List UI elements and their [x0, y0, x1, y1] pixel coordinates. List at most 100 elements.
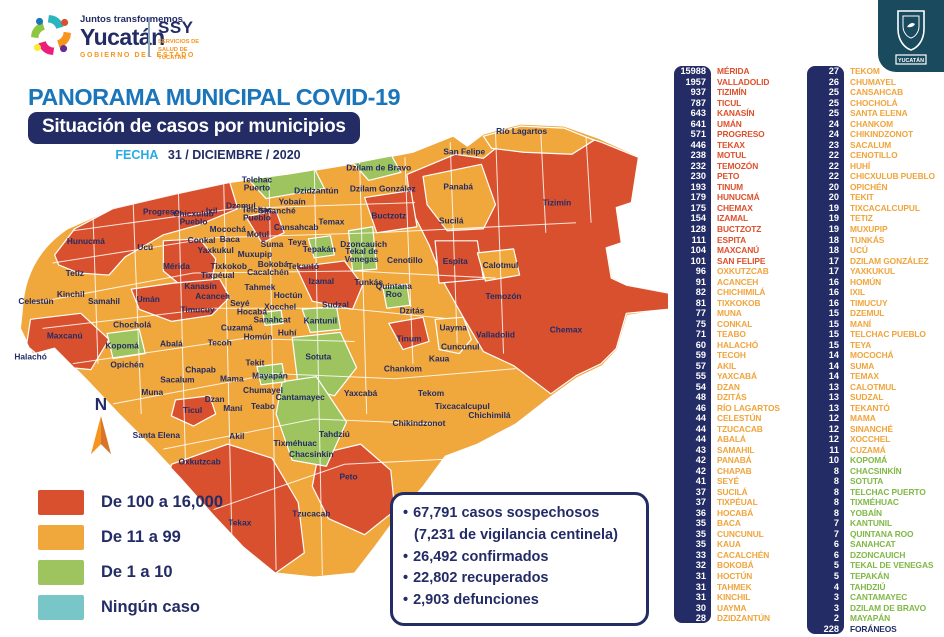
map-municipality-label: Tixpéual: [201, 270, 235, 280]
ranking-row: 16 IXIL: [807, 286, 935, 298]
ranking-row: 7 QUINTANA ROO: [807, 528, 935, 540]
map-municipality-label: Telchac Puerto: [242, 174, 273, 192]
legend-label: De 11 a 99: [101, 527, 181, 546]
case-count: 128: [674, 223, 711, 235]
case-count: 24: [807, 129, 844, 140]
logo-divider: [148, 17, 150, 57]
case-count: 2: [807, 612, 844, 624]
map-municipality-label: Ucú: [137, 242, 153, 252]
ranking-row: 16 TIMUCUY: [807, 297, 935, 308]
municipality-name: TIXPÉUAL: [717, 497, 758, 508]
ranking-row: 33 CACALCHÉN: [674, 549, 780, 561]
municipality-name: TEMOZÓN: [717, 160, 759, 171]
ranking-row: 446 TEKAX: [674, 139, 780, 151]
map-municipality-label: Tixcacalcupul: [435, 401, 490, 411]
municipality-name: HUHÍ: [850, 160, 871, 171]
ranking-row: 44 TZUCACAB: [674, 423, 780, 435]
map-municipality-label: Dzilam González: [350, 184, 416, 194]
map-municipality-label: Timucuy: [180, 304, 215, 314]
case-count: 22: [807, 150, 844, 161]
municipality-region: [476, 248, 521, 282]
case-count: 101: [674, 255, 711, 266]
map-municipality-label: Maxcanú: [47, 330, 83, 340]
ranking-row: 15988 MÉRIDA: [674, 66, 780, 77]
municipality-region: [311, 443, 396, 536]
legend-swatch: [38, 524, 84, 550]
stats-line: • 2,903 defunciones: [403, 592, 539, 608]
ranking-row: 11 CUZAMÁ: [807, 444, 935, 456]
map-municipality-label: Sacalum: [160, 375, 194, 385]
case-count: 7: [807, 518, 844, 529]
case-count: 17: [807, 255, 844, 266]
summary-stats-box: • 67,791 casos sospechosos (7,231 de vigil…: [390, 492, 649, 626]
legend-label: De 1 a 10: [101, 562, 173, 581]
ranking-row: 18 UCÚ: [807, 244, 935, 256]
municipality-region: [422, 163, 497, 232]
ranking-row: 1957 VALLADOLID: [674, 76, 780, 88]
ranking-row: 571 PROGRESO: [674, 129, 780, 140]
stats-line: • 26,492 confirmados: [403, 548, 549, 565]
municipality-name: TEPAKÁN: [850, 571, 890, 581]
case-count: 59: [674, 349, 711, 361]
municipality-name: KANASÍN: [717, 108, 755, 119]
municipality-name: HOCTÚN: [717, 571, 753, 581]
map-municipality-label: Dzilam de Bravo: [346, 162, 411, 172]
map-municipality-label: Kaua: [429, 354, 450, 364]
case-count: 22: [807, 160, 844, 172]
ranking-row: 15 TEYA: [807, 339, 935, 350]
municipality-name: QUINTANA ROO: [850, 528, 914, 539]
ranking-row: 30 UAYMA: [674, 602, 780, 613]
case-count: 4: [807, 581, 844, 592]
ranking-row: 230 PETO: [674, 171, 780, 182]
map-municipality-label: Chocholá: [113, 319, 151, 329]
ranking-row: 25 CANSAHCAB: [807, 87, 935, 98]
ranking-row: 44 ABALÁ: [674, 434, 780, 445]
municipality-name: RÍO LAGARTOS: [717, 402, 780, 413]
case-count: 41: [674, 476, 711, 487]
municipality-name: KANTUNIL: [850, 518, 892, 529]
municipality-name: UAYMA: [717, 602, 747, 613]
map-municipality-label: Peto: [339, 471, 357, 481]
case-count: 787: [674, 97, 711, 109]
municipality-name: YAXKUKUL: [850, 266, 895, 277]
municipality-name: DZIDZANTÚN: [717, 613, 770, 624]
case-count: 20: [807, 181, 844, 193]
case-count: 15: [807, 307, 844, 319]
ranking-row: 36 HOCABÁ: [674, 507, 780, 519]
report-date: FECHA 31 / DICIEMBRE / 2020: [28, 148, 388, 162]
map-municipality-label: Tekal de Venegas: [345, 246, 379, 264]
municipality-name: ESPITA: [717, 234, 747, 245]
municipality-name: CANSAHCAB: [850, 87, 904, 98]
map-municipality-label: Tzucacab: [292, 509, 330, 519]
ranking-row: 175 CHEMAX: [674, 202, 780, 214]
municipality-name: MAYAPÁN: [850, 613, 891, 624]
map-municipality-label: Uayma: [440, 322, 468, 332]
legend-item: De 11 a 99: [38, 524, 223, 550]
ranking-row: 154 IZAMAL: [674, 213, 780, 224]
map-municipality-label: Temax: [319, 217, 345, 227]
ranking-row: 6 SANAHCAT: [807, 539, 935, 550]
map-municipality-label: Tunkás: [354, 277, 383, 287]
map-municipality-label: Ixil: [206, 206, 218, 216]
municipality-name: CELESTÚN: [717, 413, 762, 424]
ranking-row: 8 CHACSINKÍN: [807, 465, 935, 477]
municipality-region: [170, 395, 217, 427]
case-count: 14: [807, 360, 844, 371]
ranking-row: 16 HOMÚN: [807, 276, 935, 287]
municipality-name: SEYÉ: [717, 476, 739, 487]
case-count: 30: [674, 602, 711, 613]
case-count: 17: [807, 265, 844, 277]
municipality-name: CHEMAX: [717, 202, 753, 213]
municipality-name: CALOTMUL: [850, 381, 897, 392]
case-count: 96: [674, 265, 711, 277]
ranking-row: 15 TELCHAC PUEBLO: [807, 328, 935, 340]
case-count: 3: [807, 591, 844, 603]
municipality-name: TIXKOKOB: [717, 297, 761, 308]
municipality-name: OPICHÉN: [850, 181, 888, 192]
municipality-name: CHANKOM: [850, 118, 894, 129]
case-count: 571: [674, 129, 711, 140]
municipality-region: [275, 376, 348, 467]
municipality-name: KINCHIL: [717, 592, 751, 603]
ranking-row: 111 ESPITA: [674, 234, 780, 245]
map-municipality-label: Cuncunul: [441, 342, 479, 352]
